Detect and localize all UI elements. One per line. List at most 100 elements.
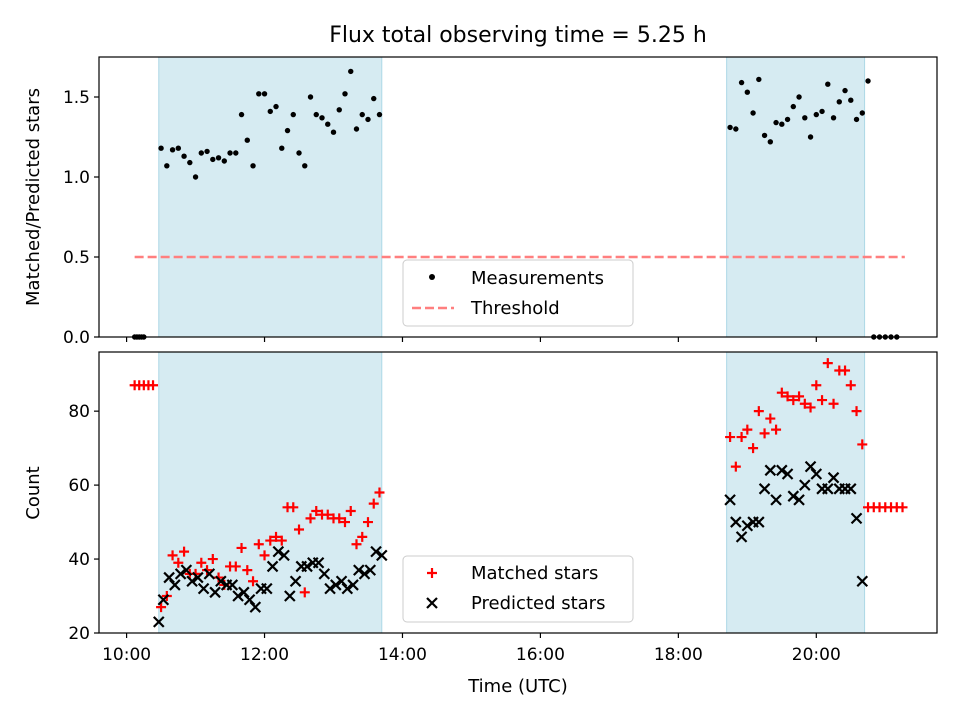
y-tick-label: 0.0 [63,328,90,348]
x-tick-label: 20:00 [792,645,841,665]
predicted-star-point [753,516,765,528]
measurement-point [727,124,733,131]
measurement-point [307,94,314,100]
measurement-point [227,150,233,156]
measurement-point [319,115,325,121]
x-tick-label: 10:00 [102,645,151,665]
predicted-star-point [330,579,342,591]
matched-star-point [736,432,747,443]
y-tick-label: 20 [68,624,90,644]
predicted-star-point [312,556,325,569]
predicted-star-point [764,464,777,477]
measurement-point [825,81,831,87]
matched-star-point [179,546,190,557]
measurement-point [302,163,308,169]
measurement-point [210,156,216,163]
measurement-point [336,107,342,113]
matched-star-point [276,535,287,546]
y-tick-label: 1.5 [63,88,90,108]
predicted-star-point [724,494,736,506]
predicted-star-point [341,582,354,595]
matched-star-point [811,380,822,391]
count-axis-label: Count [23,466,44,519]
measurement-point [181,153,187,159]
matched-star-point [897,502,908,513]
measurement-point [859,110,865,116]
matched-star-point [730,461,741,472]
matched-star-point [368,498,379,509]
predicted-star-point [261,582,273,595]
measurement-point [284,127,291,134]
matched-star-point [374,487,385,498]
measurement-point [750,110,756,116]
predicted-star-point [226,579,239,591]
measurement-point [779,121,785,127]
predicted-star-point [284,590,296,602]
measurement-point [359,111,365,118]
matched-star-point [322,509,333,520]
matched-star-point [725,432,736,443]
predicted-star-point [289,575,302,588]
predicted-star-point [197,582,210,595]
measurement-point [296,150,302,156]
matched-star-point [345,505,356,516]
y-tick-label: 60 [68,476,90,496]
predicted-star-point [203,568,216,580]
measurement-point [175,145,182,151]
measurement-point [325,121,331,127]
predicted-star-point [804,460,817,473]
measurement-point [773,119,779,126]
measurement-point [842,87,848,94]
measurement-point [853,116,860,123]
measurement-point [158,145,164,151]
predicted-star-point [232,590,244,602]
matched-star-point [299,587,310,598]
predicted-star-point [209,586,221,599]
predicted-star-point [174,568,187,580]
measurement-point [192,174,199,180]
predicted-star-point [215,575,227,588]
predicted-star-point [822,483,834,495]
measurement-point [313,111,319,118]
ratio-axis-label: Matched/Predicted stars [23,88,44,306]
x-tick-label: 18:00 [654,645,703,665]
ratio-shaded-interval [158,56,383,338]
matched-star-point [765,413,776,424]
predicted-star-point [192,571,204,584]
predicted-star-point [318,568,331,580]
legend-marker-matched [427,568,437,578]
matched-star-point [265,535,276,546]
y-tick-label: 1.0 [63,168,90,188]
measurement-point [865,78,871,84]
measurement-point [215,155,222,161]
measurement-point [279,145,285,151]
predicted-star-point [238,586,250,599]
predicted-star-point [793,494,805,506]
predicted-star-point [827,471,840,484]
x-axis-label: Time (UTC) [467,676,568,697]
measurement-point [790,103,797,110]
predicted-star-point [730,516,742,528]
predicted-star-point [347,579,359,591]
predicted-star-point [770,494,782,506]
predicted-star-point [741,519,754,532]
measurement-point [198,150,205,156]
measurement-point [353,126,360,132]
ratio-panel: 0.0 0.5 1.0 1.5 [63,56,938,348]
predicted-star-point [376,549,388,562]
y-tick-label: 40 [68,550,90,570]
predicted-star-point [776,464,788,477]
matched-star-point [857,439,868,450]
matched-star-point [294,524,305,535]
measurement-point [330,129,337,135]
matched-star-point [351,539,362,550]
measurement-point [273,103,279,110]
measurement-point [819,108,825,115]
matched-star-point [259,550,270,561]
measurement-point [744,89,751,95]
measurement-point [256,91,262,97]
matched-star-point [230,561,241,572]
measurement-point [376,111,383,118]
predicted-star-point [152,616,165,628]
